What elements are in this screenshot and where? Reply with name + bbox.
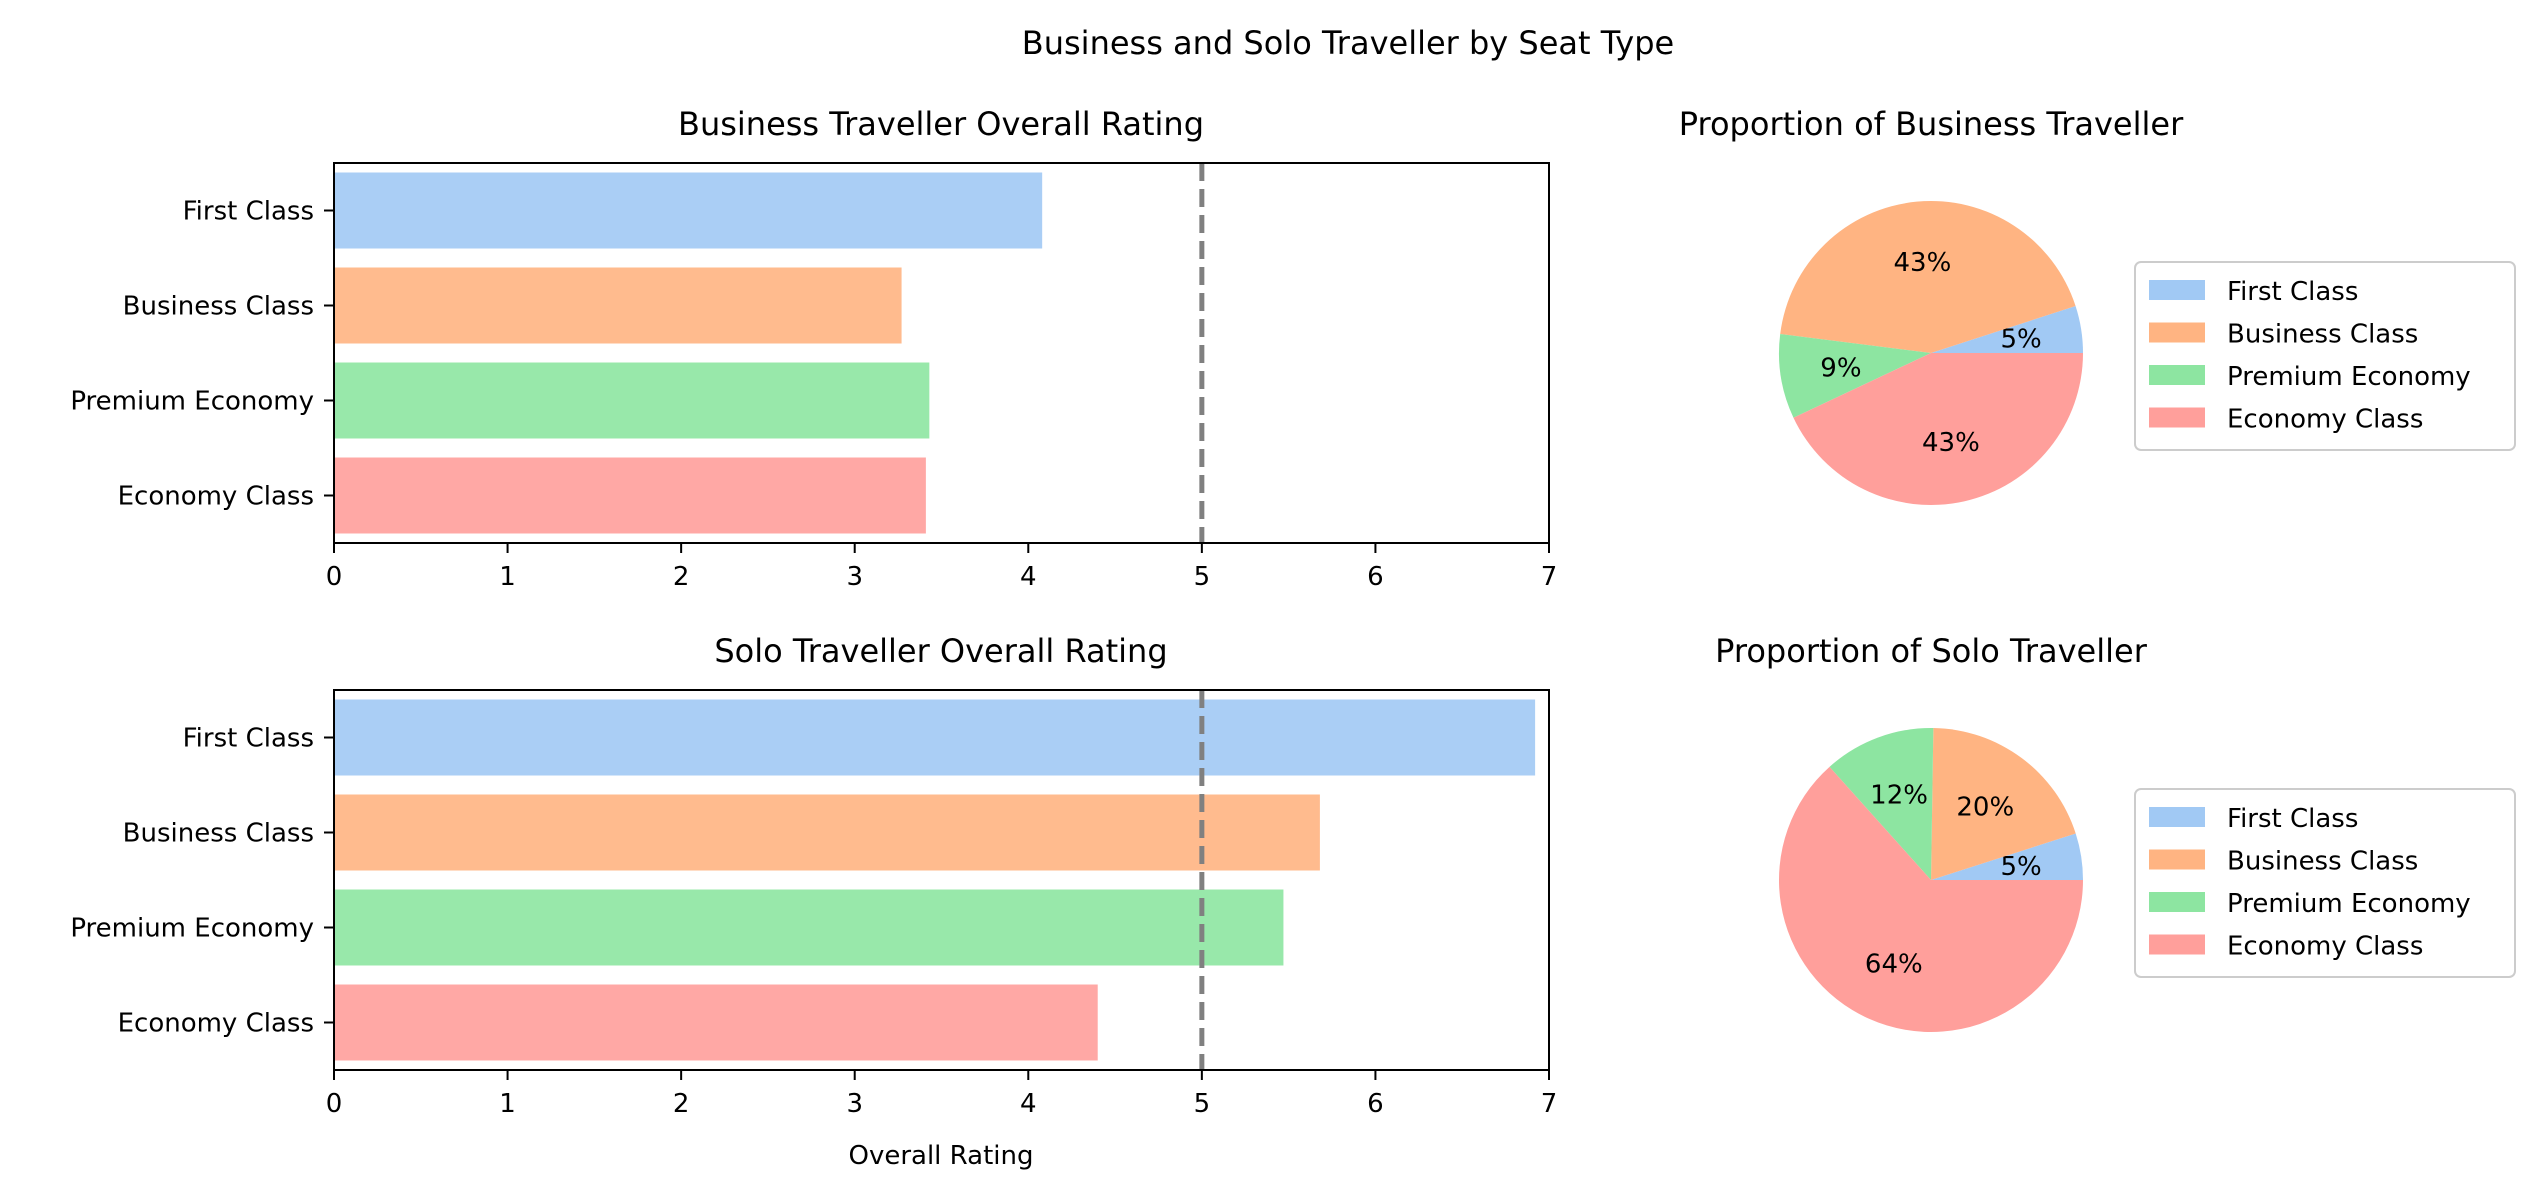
slice-economy-class <box>1778 766 2083 1033</box>
xtick-label: 3 <box>846 1089 863 1119</box>
bar-economy-class <box>334 457 926 534</box>
legend-label-business-class: Business Class <box>2227 847 2418 877</box>
solo-pie-title: Proportion of Solo Traveller <box>1715 632 2148 670</box>
legend-box <box>2134 788 2516 978</box>
legend-label-economy-class: Economy Class <box>2227 932 2423 962</box>
xtick-label: 2 <box>673 562 690 592</box>
legend-swatch-business-class <box>2149 849 2205 870</box>
slice-premium-economy <box>1779 333 1931 418</box>
ytick-label-economy-class: Economy Class <box>118 482 314 512</box>
xtick-label: 0 <box>326 1089 343 1119</box>
pct-label-economy-class: 64% <box>1865 949 1923 979</box>
xtick-label: 4 <box>1020 1089 1037 1119</box>
pct-label-business-class: 43% <box>1894 248 1952 278</box>
bar-economy-class <box>334 984 1098 1061</box>
legend-swatch-premium-economy <box>2149 892 2205 912</box>
legend-label-business-class: Business Class <box>2227 320 2418 350</box>
slice-business-class <box>1780 201 2076 353</box>
legend-label-economy-class: Economy Class <box>2227 405 2423 435</box>
pct-label-economy-class: 43% <box>1922 428 1980 458</box>
legend-label-first-class: First Class <box>2227 277 2358 307</box>
solo-bar-xlabel: Overall Rating <box>848 1141 1033 1171</box>
slice-business-class <box>1931 728 2076 880</box>
business-bar-title: Business Traveller Overall Rating <box>678 105 1204 143</box>
slice-economy-class <box>1793 353 2083 505</box>
xtick-label: 2 <box>673 1089 690 1119</box>
pct-label-business-class: 20% <box>1956 793 2014 823</box>
xtick-label: 5 <box>1194 562 1211 592</box>
pct-label-premium-economy: 9% <box>1820 353 1861 383</box>
bar-business-class <box>334 267 902 344</box>
ytick-label-business-class: Business Class <box>123 819 314 849</box>
xtick-label: 1 <box>499 1089 516 1119</box>
ytick-label-first-class: First Class <box>183 724 314 754</box>
ytick-label-premium-economy: Premium Economy <box>70 914 314 944</box>
legend-swatch-premium-economy <box>2149 365 2205 385</box>
legend-swatch-first-class <box>2149 807 2205 827</box>
xtick-label: 4 <box>1020 562 1037 592</box>
pct-label-first-class: 5% <box>2000 852 2041 882</box>
xtick-label: 0 <box>326 562 343 592</box>
xtick-label: 7 <box>1541 1089 1558 1119</box>
axes-frame <box>333 162 1550 544</box>
ytick-label-business-class: Business Class <box>123 292 314 322</box>
bar-first-class <box>334 172 1043 249</box>
solo-bar-title: Solo Traveller Overall Rating <box>714 632 1167 670</box>
legend-label-premium-economy: Premium Economy <box>2227 889 2471 919</box>
legend-swatch-economy-class <box>2149 934 2205 955</box>
xtick-label: 3 <box>846 562 863 592</box>
business-pie-chart: Proportion of Business Traveller 5% 43% 9%… <box>1679 105 2516 505</box>
bar-first-class <box>334 699 1536 776</box>
xtick-label: 7 <box>1541 562 1558 592</box>
axes-frame <box>333 689 1550 1071</box>
figure-title: Business and Solo Traveller by Seat Type <box>1022 24 1674 62</box>
slice-first-class <box>1931 306 2083 353</box>
legend-swatch-first-class <box>2149 280 2205 300</box>
pct-label-first-class: 5% <box>2000 325 2041 355</box>
solo-bar-chart: Solo Traveller Overall Rating First Clas… <box>70 632 1557 1171</box>
bar-business-class <box>334 794 1320 871</box>
xtick-label: 6 <box>1367 562 1384 592</box>
legend-swatch-economy-class <box>2149 407 2205 428</box>
ytick-label-premium-economy: Premium Economy <box>70 387 314 417</box>
slice-premium-economy <box>1829 728 1934 880</box>
solo-pie-chart: Proportion of Solo Traveller 5% 20% 12% 64%… <box>1715 632 2516 1033</box>
slice-first-class <box>1931 833 2083 880</box>
legend-label-premium-economy: Premium Economy <box>2227 362 2471 392</box>
xtick-label: 5 <box>1194 1089 1211 1119</box>
xtick-label: 1 <box>499 562 516 592</box>
bar-premium-economy <box>334 889 1284 966</box>
legend-label-first-class: First Class <box>2227 804 2358 834</box>
xtick-label: 6 <box>1367 1089 1384 1119</box>
ytick-label-economy-class: Economy Class <box>118 1009 314 1039</box>
business-pie-title: Proportion of Business Traveller <box>1679 105 2184 143</box>
legend-box <box>2134 261 2516 451</box>
ytick-label-first-class: First Class <box>183 197 314 227</box>
legend-swatch-business-class <box>2149 322 2205 343</box>
bar-premium-economy <box>334 362 930 439</box>
pct-label-premium-economy: 12% <box>1870 781 1928 811</box>
business-bar-chart: Business Traveller Overall Rating First … <box>70 105 1557 592</box>
